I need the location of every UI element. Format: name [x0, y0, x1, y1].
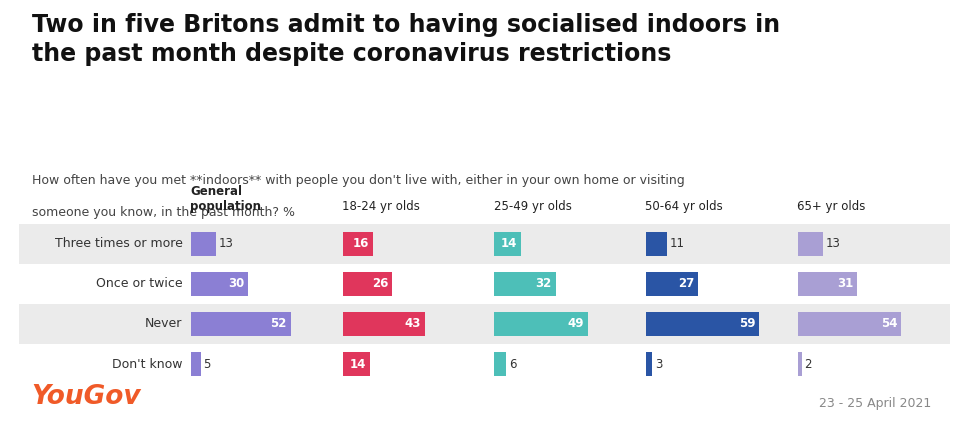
Bar	[798, 232, 823, 256]
Bar	[646, 272, 698, 296]
Text: 50-64 yr olds: 50-64 yr olds	[645, 200, 723, 213]
Text: 59: 59	[738, 317, 756, 330]
Text: 65+ yr olds: 65+ yr olds	[797, 200, 865, 213]
Text: 30: 30	[228, 277, 245, 290]
Text: 14: 14	[349, 358, 366, 371]
Text: 49: 49	[567, 317, 585, 330]
Text: 26: 26	[372, 277, 389, 290]
Bar	[494, 232, 521, 256]
Bar	[646, 312, 759, 336]
Text: 43: 43	[405, 317, 421, 330]
Text: 14: 14	[501, 237, 517, 250]
Text: 32: 32	[536, 277, 552, 290]
Bar	[191, 312, 291, 336]
FancyBboxPatch shape	[19, 304, 950, 344]
FancyBboxPatch shape	[19, 344, 950, 384]
Bar	[343, 312, 425, 336]
Text: 3: 3	[655, 358, 662, 371]
Bar	[798, 352, 802, 376]
Bar	[646, 352, 652, 376]
Text: 54: 54	[880, 317, 898, 330]
Bar	[343, 272, 393, 296]
Text: 52: 52	[271, 317, 287, 330]
Text: Once or twice: Once or twice	[96, 277, 182, 290]
Text: 25-49 yr olds: 25-49 yr olds	[493, 200, 571, 213]
Bar	[343, 232, 373, 256]
Bar	[494, 272, 556, 296]
Text: Never: Never	[145, 317, 182, 330]
Text: General
population: General population	[190, 184, 261, 213]
Bar	[191, 232, 216, 256]
Bar	[646, 232, 667, 256]
FancyBboxPatch shape	[19, 224, 950, 264]
Text: 31: 31	[837, 277, 853, 290]
Bar	[494, 312, 588, 336]
Text: 6: 6	[509, 358, 516, 371]
Text: someone you know, in the past month? %: someone you know, in the past month? %	[32, 206, 295, 219]
Text: 5: 5	[204, 358, 211, 371]
Text: 2: 2	[804, 358, 812, 371]
Text: How often have you met **indoors** with people you don't live with, either in yo: How often have you met **indoors** with …	[32, 174, 684, 187]
Bar	[494, 352, 506, 376]
Text: 13: 13	[826, 237, 840, 250]
Text: 11: 11	[670, 237, 685, 250]
Text: 23 - 25 April 2021: 23 - 25 April 2021	[819, 397, 931, 410]
Bar	[191, 352, 201, 376]
Text: 18-24 yr olds: 18-24 yr olds	[342, 200, 420, 213]
Text: 27: 27	[678, 277, 694, 290]
Text: 13: 13	[219, 237, 233, 250]
Text: Don't know: Don't know	[112, 358, 182, 371]
Bar	[798, 272, 857, 296]
Bar	[798, 312, 901, 336]
FancyBboxPatch shape	[19, 264, 950, 304]
Text: Three times or more: Three times or more	[55, 237, 182, 250]
Bar	[191, 272, 249, 296]
Text: 16: 16	[353, 237, 370, 250]
Text: Two in five Britons admit to having socialised indoors in
the past month despite: Two in five Britons admit to having soci…	[32, 13, 780, 66]
Text: YouGov: YouGov	[32, 384, 141, 410]
Bar	[343, 352, 370, 376]
